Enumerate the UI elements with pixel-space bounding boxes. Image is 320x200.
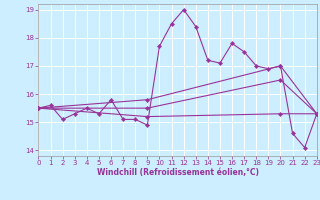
X-axis label: Windchill (Refroidissement éolien,°C): Windchill (Refroidissement éolien,°C) <box>97 168 259 177</box>
